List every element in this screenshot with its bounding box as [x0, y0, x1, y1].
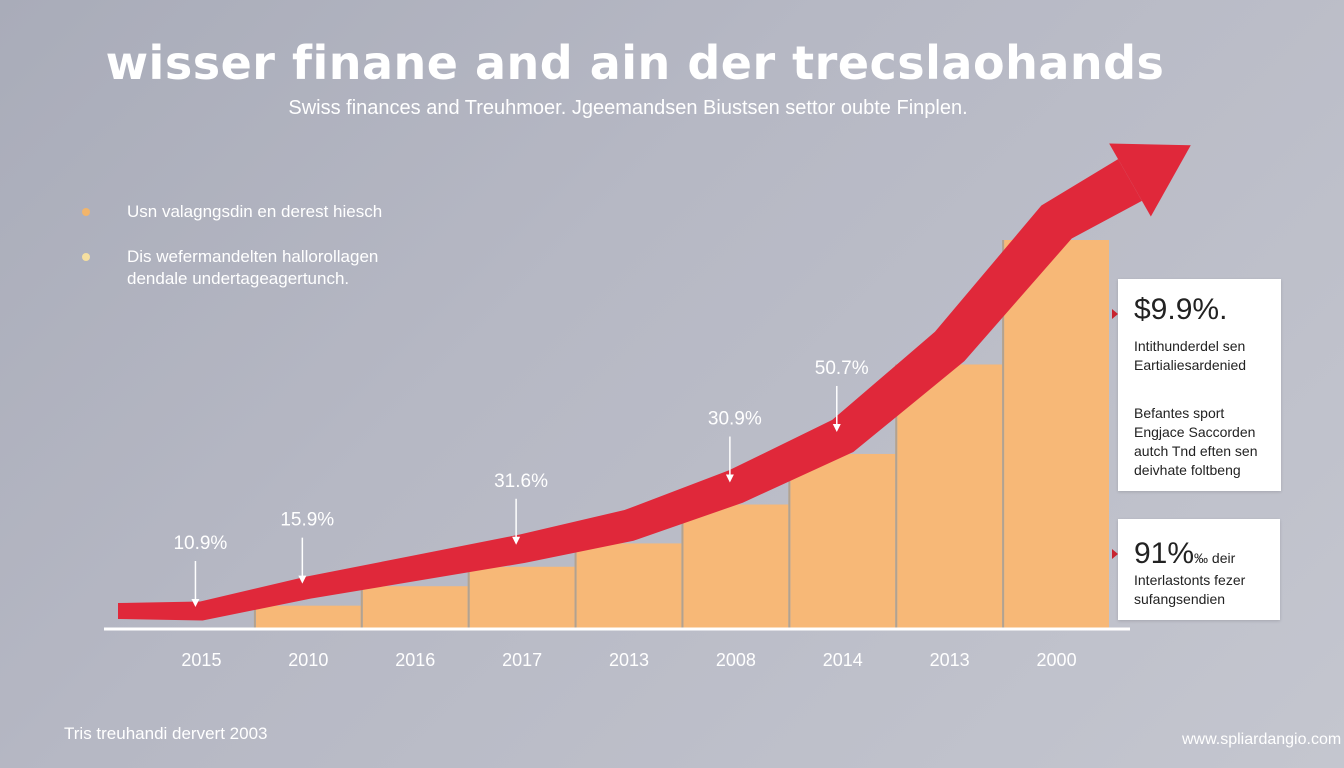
bullet-item-2: Dis wefermandelten hallorollagen dendale… — [82, 246, 379, 290]
x-tick-label: 2013 — [930, 650, 970, 670]
bar — [469, 566, 575, 629]
bar — [255, 605, 361, 629]
x-tick-label: 2013 — [609, 650, 649, 670]
annotation-label: 30.9% — [708, 409, 762, 430]
annotation-arrow-icon — [191, 599, 200, 607]
annotation-arrow-icon — [832, 423, 841, 432]
annotation-arrow-icon — [298, 575, 307, 584]
annotations-group: 10.9% 15.9% 31.6% 30.9% 50.7% — [173, 358, 869, 607]
card-line-2: Eartialiesardenied — [1134, 357, 1247, 373]
x-tick-label: 2014 — [823, 650, 863, 670]
x-tick-label: 2000 — [1037, 650, 1077, 670]
bar — [790, 453, 896, 629]
x-tick-label: 2017 — [502, 650, 542, 670]
x-tick-label: 2015 — [181, 650, 221, 670]
website-url: www.spliardangio.com — [1182, 731, 1342, 748]
bar — [897, 364, 1003, 629]
trend-arrow-group — [118, 143, 1191, 621]
card-line-1: Intithunderdel sen — [1134, 338, 1246, 354]
card-line-2: sufangsendien — [1134, 591, 1226, 607]
trend-arrow-head-icon — [1109, 143, 1191, 217]
bullet-text: Usn valagngsdin en derest hiesch — [127, 202, 383, 221]
annotation-label: 15.9% — [280, 510, 334, 531]
card-value: 91% — [1134, 537, 1195, 570]
footer-text: Tris treuhandi dervert 2003 — [64, 724, 268, 743]
stat-card-1: $9.9%. Intithunderdel sen Eartialiesarde… — [1112, 279, 1281, 491]
stat-card-2: 91%‰ deir Interlastonts fezer sufangsend… — [1112, 519, 1280, 620]
card-para-line: Befantes sport — [1134, 405, 1225, 421]
x-tick-label: 2008 — [716, 650, 756, 670]
chart-subtitle: Swiss finances and Treuhmoer. Jgeemandse… — [288, 97, 968, 119]
bullet-text-line1: Dis wefermandelten hallorollagen — [127, 247, 379, 266]
x-tick-labels: 2015 2010 2016 2017 2013 2008 2014 2013 2000 — [181, 650, 1076, 670]
card-paragraph: Befantes sport Engjace Saccorden autch T… — [1134, 404, 1281, 480]
bullet-item-1: Usn valagngsdin en derest hiesch — [82, 201, 383, 223]
card-line-1: Interlastonts fezer — [1134, 572, 1246, 588]
bullet-text-line2: dendale undertageagertunch. — [127, 269, 350, 288]
annotation-label: 10.9% — [173, 533, 227, 554]
annotation-arrow-icon — [512, 536, 521, 545]
bullet-dot-icon — [82, 253, 90, 261]
x-tick-label: 2010 — [288, 650, 328, 670]
bullet-dot-icon — [82, 208, 90, 216]
chart-title: wisser finane and ain der trecslaohands — [105, 36, 1165, 90]
bar — [683, 504, 789, 629]
trend-arrow-band — [118, 159, 1142, 621]
bar — [576, 543, 682, 629]
card-value: $9.9%. — [1134, 293, 1228, 326]
annotation-label: 31.6% — [494, 471, 548, 492]
card-pointer-icon — [1112, 309, 1118, 319]
card-para-line: Engjace Saccorden — [1134, 424, 1256, 440]
x-tick-label: 2016 — [395, 650, 435, 670]
annotation-arrow-icon — [725, 474, 734, 483]
card-para-line: deivhate foltbeng — [1134, 462, 1241, 478]
card-value-suffix: ‰ deir — [1194, 550, 1236, 566]
bar — [1004, 240, 1109, 629]
bar — [362, 586, 468, 629]
card-para-line: autch Tnd eften sen — [1134, 443, 1258, 459]
bars-group — [253, 240, 1109, 629]
annotation-label: 50.7% — [815, 358, 869, 379]
card-pointer-icon — [1112, 549, 1118, 559]
